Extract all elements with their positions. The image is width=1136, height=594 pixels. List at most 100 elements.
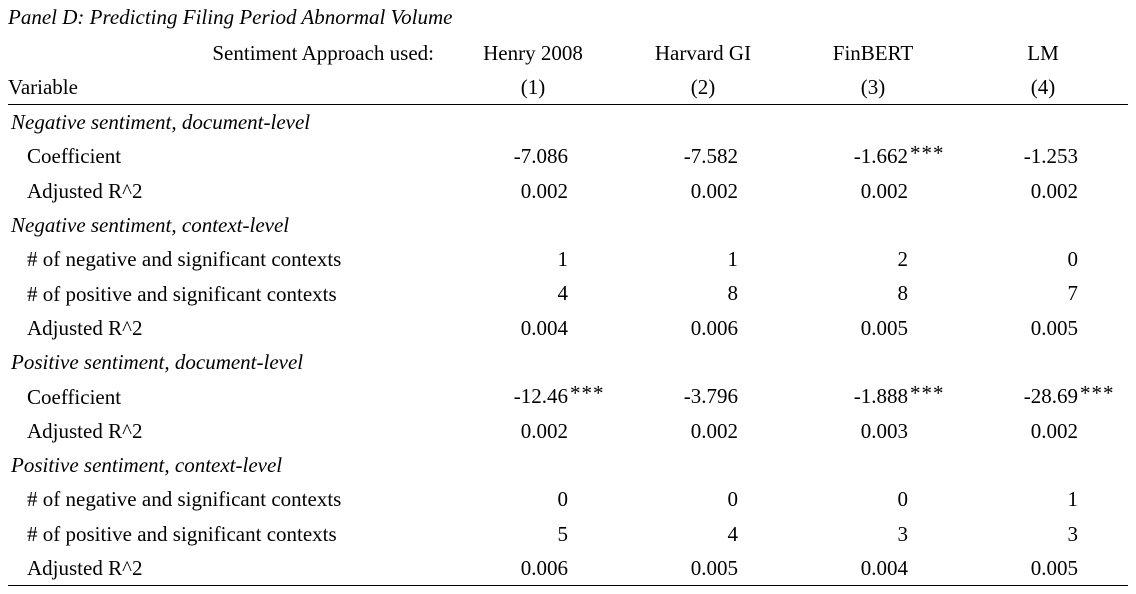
- value-cell: 0.002: [448, 414, 618, 448]
- value-cell: 3: [788, 517, 958, 551]
- significance-stars: ***: [910, 381, 945, 406]
- value-cell: 0.004: [448, 311, 618, 345]
- cell-value: 8: [727, 281, 739, 306]
- row-label: # of positive and significant contexts: [27, 281, 337, 306]
- value-cell: 0.002: [618, 174, 788, 208]
- value-cell: 0.005: [958, 311, 1128, 345]
- value-cell: 0.006: [448, 550, 618, 587]
- cell-value: 0.006: [520, 555, 568, 580]
- cell-value: 3: [1067, 521, 1079, 546]
- cell-value: 0.002: [690, 178, 738, 203]
- value-cell: -28.69 ***: [958, 379, 1128, 413]
- section-title: Positive sentiment, context-level: [11, 453, 283, 478]
- section-header-row: Negative sentiment, context-level: [8, 208, 1128, 242]
- approach-label: Sentiment Approach used:: [212, 41, 434, 65]
- value-cell: -7.582: [618, 139, 788, 173]
- cell-value: 0.005: [860, 315, 908, 340]
- table-row: Adjusted R^2 0.006 0.005 0.004 0.005: [8, 550, 1128, 587]
- value-cell: 5: [448, 517, 618, 551]
- table-row: # of negative and significant contexts 0 0…: [8, 482, 1128, 516]
- value-cell: -3.796: [618, 379, 788, 413]
- value-cell: -7.086: [448, 139, 618, 173]
- cell-value: 2: [897, 247, 909, 272]
- cell-value: 0.005: [1030, 555, 1078, 580]
- column-number-2: (2): [618, 70, 788, 105]
- significance-stars: ***: [1080, 381, 1115, 406]
- header-row-approach: Sentiment Approach used: Henry 2008 Harv…: [8, 36, 1128, 70]
- value-cell: 2: [788, 242, 958, 276]
- table-row: # of negative and significant contexts 1 1…: [8, 242, 1128, 276]
- value-cell: 0.002: [788, 174, 958, 208]
- cell-value: 8: [897, 281, 909, 306]
- cell-value: 7: [1067, 281, 1079, 306]
- variable-label: Variable: [8, 70, 448, 105]
- significance-stars: ***: [910, 141, 945, 166]
- cell-value: 0.005: [690, 555, 738, 580]
- value-cell: -12.46 ***: [448, 379, 618, 413]
- value-cell: 0.006: [618, 311, 788, 345]
- value-cell: 0.002: [958, 174, 1128, 208]
- cell-value: -12.46: [513, 384, 568, 409]
- row-label: Adjusted R^2: [27, 315, 143, 340]
- row-label: # of negative and significant contexts: [27, 487, 342, 512]
- cell-value: 0: [557, 487, 569, 512]
- cell-value: -1.253: [1023, 144, 1078, 169]
- cell-value: -28.69: [1023, 384, 1078, 409]
- cell-value: -1.662: [853, 144, 908, 169]
- value-cell: 8: [788, 276, 958, 310]
- value-cell: 1: [618, 242, 788, 276]
- value-cell: 0.002: [448, 174, 618, 208]
- value-cell: 0: [788, 482, 958, 516]
- value-cell: 0.002: [958, 414, 1128, 448]
- cell-value: 0.002: [860, 178, 908, 203]
- column-number-1: (1): [448, 70, 618, 105]
- cell-value: 4: [557, 281, 569, 306]
- value-cell: 8: [618, 276, 788, 310]
- column-number-4: (4): [958, 70, 1128, 105]
- value-cell: 0: [448, 482, 618, 516]
- cell-value: -7.582: [683, 144, 738, 169]
- value-cell: 0: [618, 482, 788, 516]
- results-table: Sentiment Approach used: Henry 2008 Harv…: [8, 36, 1128, 587]
- cell-value: 0.006: [690, 315, 738, 340]
- cell-value: 0: [727, 487, 739, 512]
- section-header-row: Negative sentiment, document-level: [8, 105, 1128, 140]
- value-cell: 4: [448, 276, 618, 310]
- row-label: Coefficient: [27, 384, 122, 409]
- cell-value: -7.086: [513, 144, 568, 169]
- value-cell: 0: [958, 242, 1128, 276]
- table-row: Coefficient -7.086 -7.582 -1.662 *** -1.253: [8, 139, 1128, 173]
- cell-value: 0.002: [520, 178, 568, 203]
- section-title: Positive sentiment, document-level: [11, 350, 304, 375]
- row-label: # of positive and significant contexts: [27, 521, 337, 546]
- section-header-row: Positive sentiment, context-level: [8, 448, 1128, 482]
- value-cell: 1: [448, 242, 618, 276]
- cell-value: 0.002: [520, 418, 568, 443]
- column-number-3: (3): [788, 70, 958, 105]
- row-label: Adjusted R^2: [27, 418, 143, 443]
- row-label: Adjusted R^2: [8, 550, 448, 587]
- value-cell: 3: [958, 517, 1128, 551]
- cell-value: 1: [727, 247, 739, 272]
- cell-value: 0.005: [1030, 315, 1078, 340]
- cell-value: 1: [557, 247, 569, 272]
- value-cell: 4: [618, 517, 788, 551]
- value-cell: -1.662 ***: [788, 139, 958, 173]
- cell-value: 0: [897, 487, 909, 512]
- cell-value: -3.796: [683, 384, 738, 409]
- value-cell: 0.004: [788, 550, 958, 587]
- table-row: Adjusted R^2 0.002 0.002 0.002 0.002: [8, 174, 1128, 208]
- value-cell: -1.253: [958, 139, 1128, 173]
- cell-value: 0.004: [860, 555, 908, 580]
- cell-value: 0: [1067, 247, 1079, 272]
- value-cell: -1.888 ***: [788, 379, 958, 413]
- section-title: Negative sentiment, context-level: [11, 213, 290, 238]
- cell-value: 4: [727, 521, 739, 546]
- value-cell: 0.005: [618, 550, 788, 587]
- table-row: # of positive and significant contexts 5 4…: [8, 517, 1128, 551]
- cell-value: 3: [897, 521, 909, 546]
- row-label: Coefficient: [27, 144, 122, 169]
- value-cell: 1: [958, 482, 1128, 516]
- cell-value: 5: [557, 521, 569, 546]
- section-title: Negative sentiment, document-level: [11, 110, 311, 135]
